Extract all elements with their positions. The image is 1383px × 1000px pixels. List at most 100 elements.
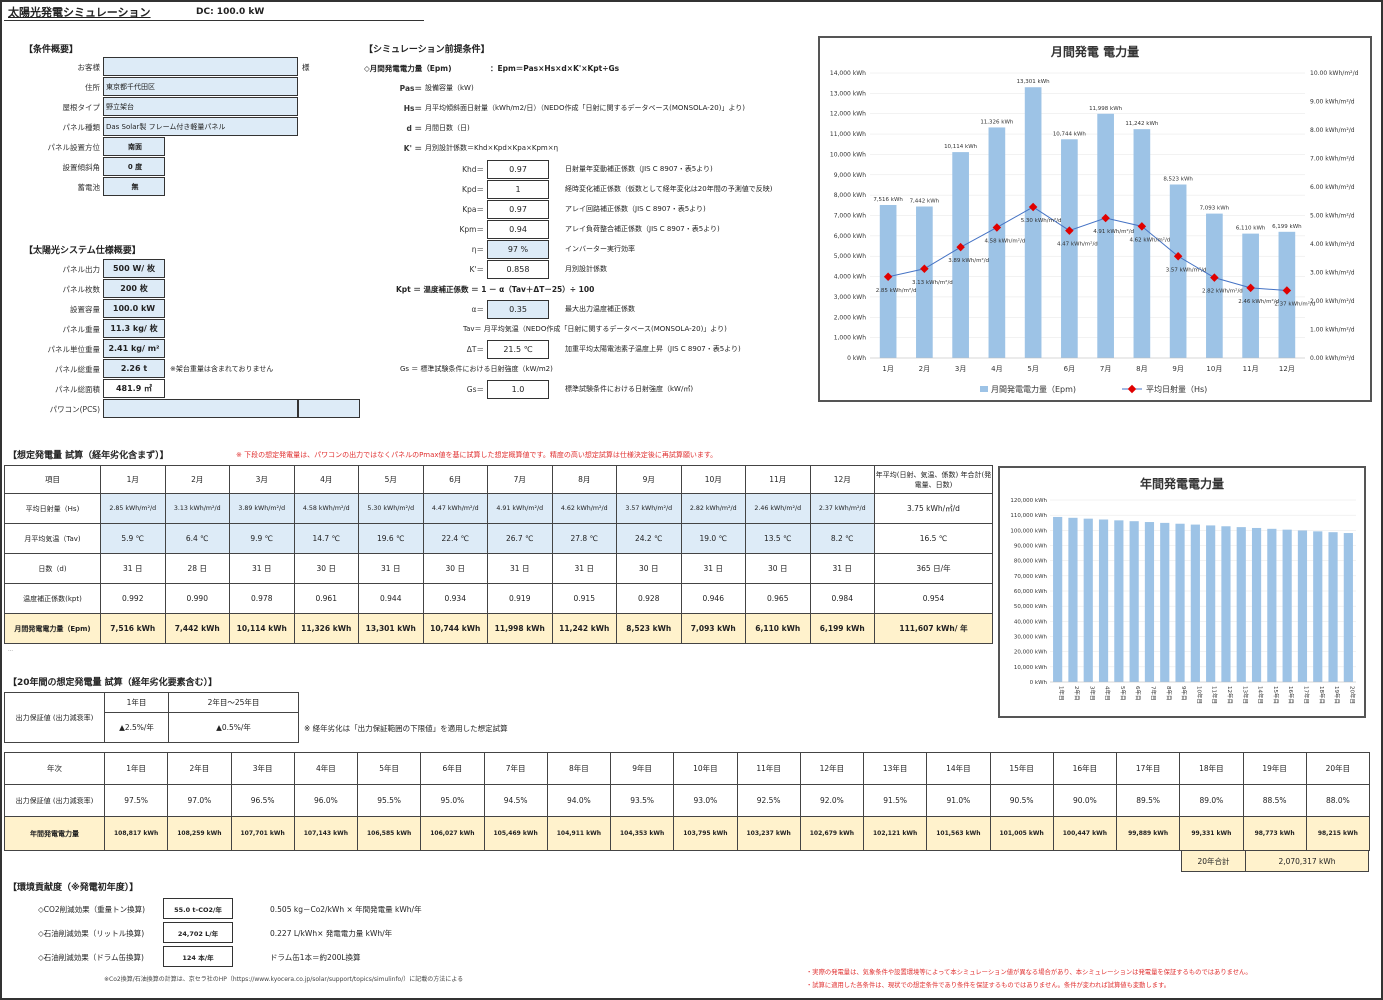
month-header: 5月 bbox=[358, 465, 424, 494]
monthly-cell: 24.2 ℃ bbox=[616, 523, 682, 554]
monthly-summary: 365 日/年 bbox=[874, 553, 993, 584]
y-tick: 100,000 kWh bbox=[1010, 528, 1047, 534]
condition-label: 設置傾斜角 bbox=[62, 163, 101, 172]
condition-label: 蓄電池 bbox=[77, 183, 101, 192]
monthly-cell: 9.9 ℃ bbox=[229, 523, 295, 554]
month-header: 4月 bbox=[293, 465, 359, 494]
year-header: 2年目 bbox=[167, 752, 232, 785]
y-tick: 1,000 kWh bbox=[834, 335, 866, 342]
monthly-chart-frame: 月間発電 電力量 0 kWh 1,000 kWh 2,000 kWh 3,000 kWh… bbox=[818, 36, 1372, 402]
line-label: 5.30 kWh/m²/d bbox=[1021, 217, 1062, 224]
pcs-extra bbox=[298, 399, 360, 418]
x-tick: 1年目 bbox=[1058, 686, 1066, 701]
rate-cell: 90.0% bbox=[1052, 784, 1118, 817]
guarantee-table: 出力保証値 (出力減衰率) 1年目 2年目～25年目 ▲2.5%/年 ▲0.5%/年 bbox=[4, 692, 299, 743]
y-tick: 90,000 kWh bbox=[1014, 544, 1048, 550]
alpha-value: 0.35 bbox=[487, 300, 549, 319]
annual-bar bbox=[1313, 531, 1323, 682]
line-marker bbox=[1210, 273, 1219, 282]
y2-tick: 10.00 kWh/m²/d bbox=[1310, 70, 1359, 77]
title-underline bbox=[4, 20, 424, 21]
line-label: 3.89 kWh/m²/d bbox=[948, 257, 989, 264]
line-label: 4.58 kWh/m²/d bbox=[984, 237, 1025, 244]
condition-value bbox=[103, 57, 298, 76]
gsv-key: Gs＝ bbox=[466, 385, 484, 394]
month-header: 9月 bbox=[616, 465, 682, 494]
factor-desc: アレイ負荷整合補正係数（JIS C 8907・表5より) bbox=[565, 225, 720, 233]
rate-cell: 93.5% bbox=[609, 784, 675, 817]
twenty-total-table: 20年合計 2,070,317 kWh bbox=[1181, 850, 1369, 872]
rate-cell: 89.5% bbox=[1115, 784, 1181, 817]
month-header: 12月 bbox=[809, 465, 875, 494]
x-tick: 10月 bbox=[1206, 365, 1222, 373]
env-title: 【環境貢献度（※発電初年度）】 bbox=[8, 883, 139, 893]
y-tick: 14,000 kWh bbox=[830, 70, 866, 77]
energy-cell: 107,701 kWh bbox=[230, 816, 295, 851]
rate-cell: 88.0% bbox=[1305, 784, 1371, 817]
monthly-chart: 月間発電 電力量 0 kWh 1,000 kWh 2,000 kWh 3,000 kWh… bbox=[830, 44, 1359, 394]
bar-label: 10,114 kWh bbox=[944, 144, 978, 150]
monthly-cell: 13.5 ℃ bbox=[745, 523, 811, 554]
energy-cell: 98,773 kWh bbox=[1242, 816, 1307, 851]
bar bbox=[1278, 231, 1296, 358]
conditions-title: 【条件概要】 bbox=[24, 45, 79, 55]
monthly-cell: 0.919 bbox=[487, 583, 553, 614]
x-tick: 16年目 bbox=[1287, 686, 1295, 704]
bar bbox=[1061, 139, 1078, 358]
factor-desc: 日射量年変動補正係数（JIS C 8907・表5より) bbox=[565, 165, 713, 173]
monthly-cell: 4.58 kWh/m²/d bbox=[293, 493, 359, 524]
monthly-cell: 11,326 kWh bbox=[293, 613, 359, 644]
system-value: 481.9 ㎡ bbox=[103, 379, 165, 398]
factor-key: Kpa＝ bbox=[462, 205, 484, 214]
summary-header: 年平均(日射、気温、係数) 年合計(発電量、日数) bbox=[874, 465, 993, 494]
monthly-header-label: 項目 bbox=[4, 465, 101, 494]
y2-tick: 5.00 kWh/m²/d bbox=[1310, 213, 1355, 220]
bar-label: 11,326 kWh bbox=[980, 119, 1014, 125]
energy-cell: 103,795 kWh bbox=[673, 816, 738, 851]
monthly-cell: 31 日 bbox=[487, 553, 553, 584]
rate-cell: 97.5% bbox=[103, 784, 169, 817]
monthly-cell: 2.37 kWh/m²/d bbox=[809, 493, 875, 524]
year-header: 18年目 bbox=[1179, 752, 1244, 785]
factor-key: Khd＝ bbox=[462, 165, 484, 174]
factor-key: K'＝ bbox=[469, 265, 484, 274]
bar bbox=[952, 152, 969, 358]
dt-desc: 加重平均太陽電池素子温度上昇（JIS C 8907・表5より) bbox=[565, 345, 741, 353]
formula-label: ◇月間発電電力量（Epm) bbox=[364, 64, 452, 73]
twenty-note: ※ 経年劣化は「出力保証範囲の下限値」を適用した想定試算 bbox=[304, 724, 508, 733]
annual-bar bbox=[1221, 526, 1231, 682]
y-tick: 5,000 kWh bbox=[834, 253, 866, 260]
condition-value: 東京都千代田区 bbox=[103, 77, 298, 96]
x-tick: 6年目 bbox=[1134, 686, 1142, 701]
y-tick: 0 kWh bbox=[1030, 680, 1048, 686]
year-header: 4年目 bbox=[293, 752, 359, 785]
formula: ：Epm＝Pas×Hs×d×K'×Kpt÷Gs bbox=[490, 64, 620, 73]
x-tick: 3年目 bbox=[1088, 686, 1096, 701]
condition-label: パネル種類 bbox=[62, 123, 101, 132]
energy-cell: 99,889 kWh bbox=[1115, 816, 1181, 851]
monthly-cell: 0.965 bbox=[745, 583, 811, 614]
bar-label: 11,998 kWh bbox=[1089, 106, 1123, 112]
bar-label: 7,442 kWh bbox=[910, 199, 940, 205]
month-header: 1月 bbox=[100, 465, 166, 494]
system-value: 100.0 kW bbox=[103, 299, 165, 318]
dt-key: ΔT＝ bbox=[466, 345, 484, 354]
bar bbox=[916, 206, 933, 358]
kpt-formula: Kpt ＝ 温度補正係数 ＝ 1 － α（Tav＋ΔT－25）÷ 100 bbox=[396, 285, 595, 294]
gs-line: Gs ＝ 標準試験条件における日射強度（kW/m2) bbox=[400, 365, 553, 373]
rate-cell: 97.0% bbox=[167, 784, 232, 817]
factor-value: 97 % bbox=[487, 240, 549, 259]
monthly-cell: 10,114 kWh bbox=[229, 613, 295, 644]
monthly-cell: 31 日 bbox=[680, 553, 746, 584]
year-header: 7年目 bbox=[483, 752, 548, 785]
year-header: 3年目 bbox=[230, 752, 295, 785]
annual-chart: 年間発電電力量 0 kWh 10,000 kWh 20,000 kWh 30,000 k… bbox=[1010, 476, 1356, 704]
x-tick: 15年目 bbox=[1272, 686, 1280, 704]
energy-cell: 106,027 kWh bbox=[420, 816, 485, 851]
monthly-summary: 0.954 bbox=[874, 583, 993, 614]
x-tick: 10年目 bbox=[1195, 686, 1203, 704]
twenty-title: 【20年間の想定発電量 試算（経年劣化要素含む）】 bbox=[8, 678, 218, 688]
energy-cell: 104,911 kWh bbox=[546, 816, 612, 851]
system-note: ※架台重量は含まれておりません bbox=[170, 365, 274, 373]
line-label: 4.91 kWh/m²/d bbox=[1093, 228, 1134, 235]
